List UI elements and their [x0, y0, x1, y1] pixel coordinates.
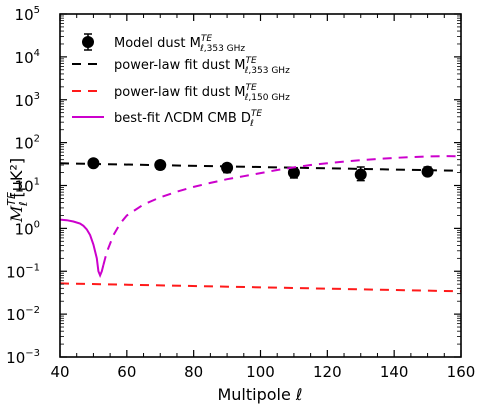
x-axis-label: Multipole ℓ	[217, 385, 302, 404]
data-point	[421, 165, 434, 178]
x-tick-label: 60	[117, 363, 136, 381]
data-point	[221, 161, 234, 174]
x-tick-label: 80	[184, 363, 203, 381]
fit-line-2	[60, 282, 461, 293]
legend-marker-point	[82, 36, 94, 48]
y-tick-label: 100	[15, 219, 40, 238]
y-axis-label-sub: ℓ	[17, 201, 30, 207]
series-layer	[60, 155, 461, 293]
y-axis-label-unit: [μK²]	[7, 158, 26, 198]
x-tick-label: 160	[447, 363, 476, 381]
y-tick-label: 105	[15, 5, 40, 24]
y-tick-label: 104	[15, 48, 40, 67]
cmb-curve-solid	[60, 218, 105, 279]
data-point	[354, 168, 367, 181]
y-tick-label: 103	[15, 91, 40, 110]
svg-text:MTEℓ[μK²]: MTEℓ [μK²]	[5, 158, 30, 223]
x-tick-label: 140	[380, 363, 409, 381]
legend-label: power-law fit dust MTE ℓ,353 GHz	[114, 56, 290, 76]
fit-line-1	[60, 162, 461, 172]
y-tick-label: 101	[15, 177, 40, 196]
y-tick-label: 10−2	[6, 305, 40, 324]
legend-label: power-law fit dust MTE ℓ,150 GHz	[114, 83, 290, 103]
y-tick-label: 10−1	[6, 262, 40, 281]
x-tick-label: 120	[313, 363, 342, 381]
x-tick-label: 100	[246, 363, 275, 381]
data-point	[287, 166, 300, 179]
x-tick-label: 40	[50, 363, 69, 381]
y-axis-label: MTEℓ [μK²]	[5, 158, 30, 223]
y-axis-label-sup: TE	[5, 192, 18, 206]
y-tick-label: 102	[15, 134, 40, 153]
y-tick-label: 10−3	[6, 348, 40, 367]
legend-label: Model dust MTE ℓ,353 GHz	[114, 34, 245, 54]
cmb-curve-dashed	[102, 155, 461, 266]
legend-label: best-fit ΛCDM CMB DTE ℓ	[114, 109, 262, 129]
tick-layer: 40 60 80 100 120 140 160 10−3 10−2 10−1 100 101 102 1…	[6, 5, 475, 381]
y-axis-label-main: M	[7, 205, 26, 223]
